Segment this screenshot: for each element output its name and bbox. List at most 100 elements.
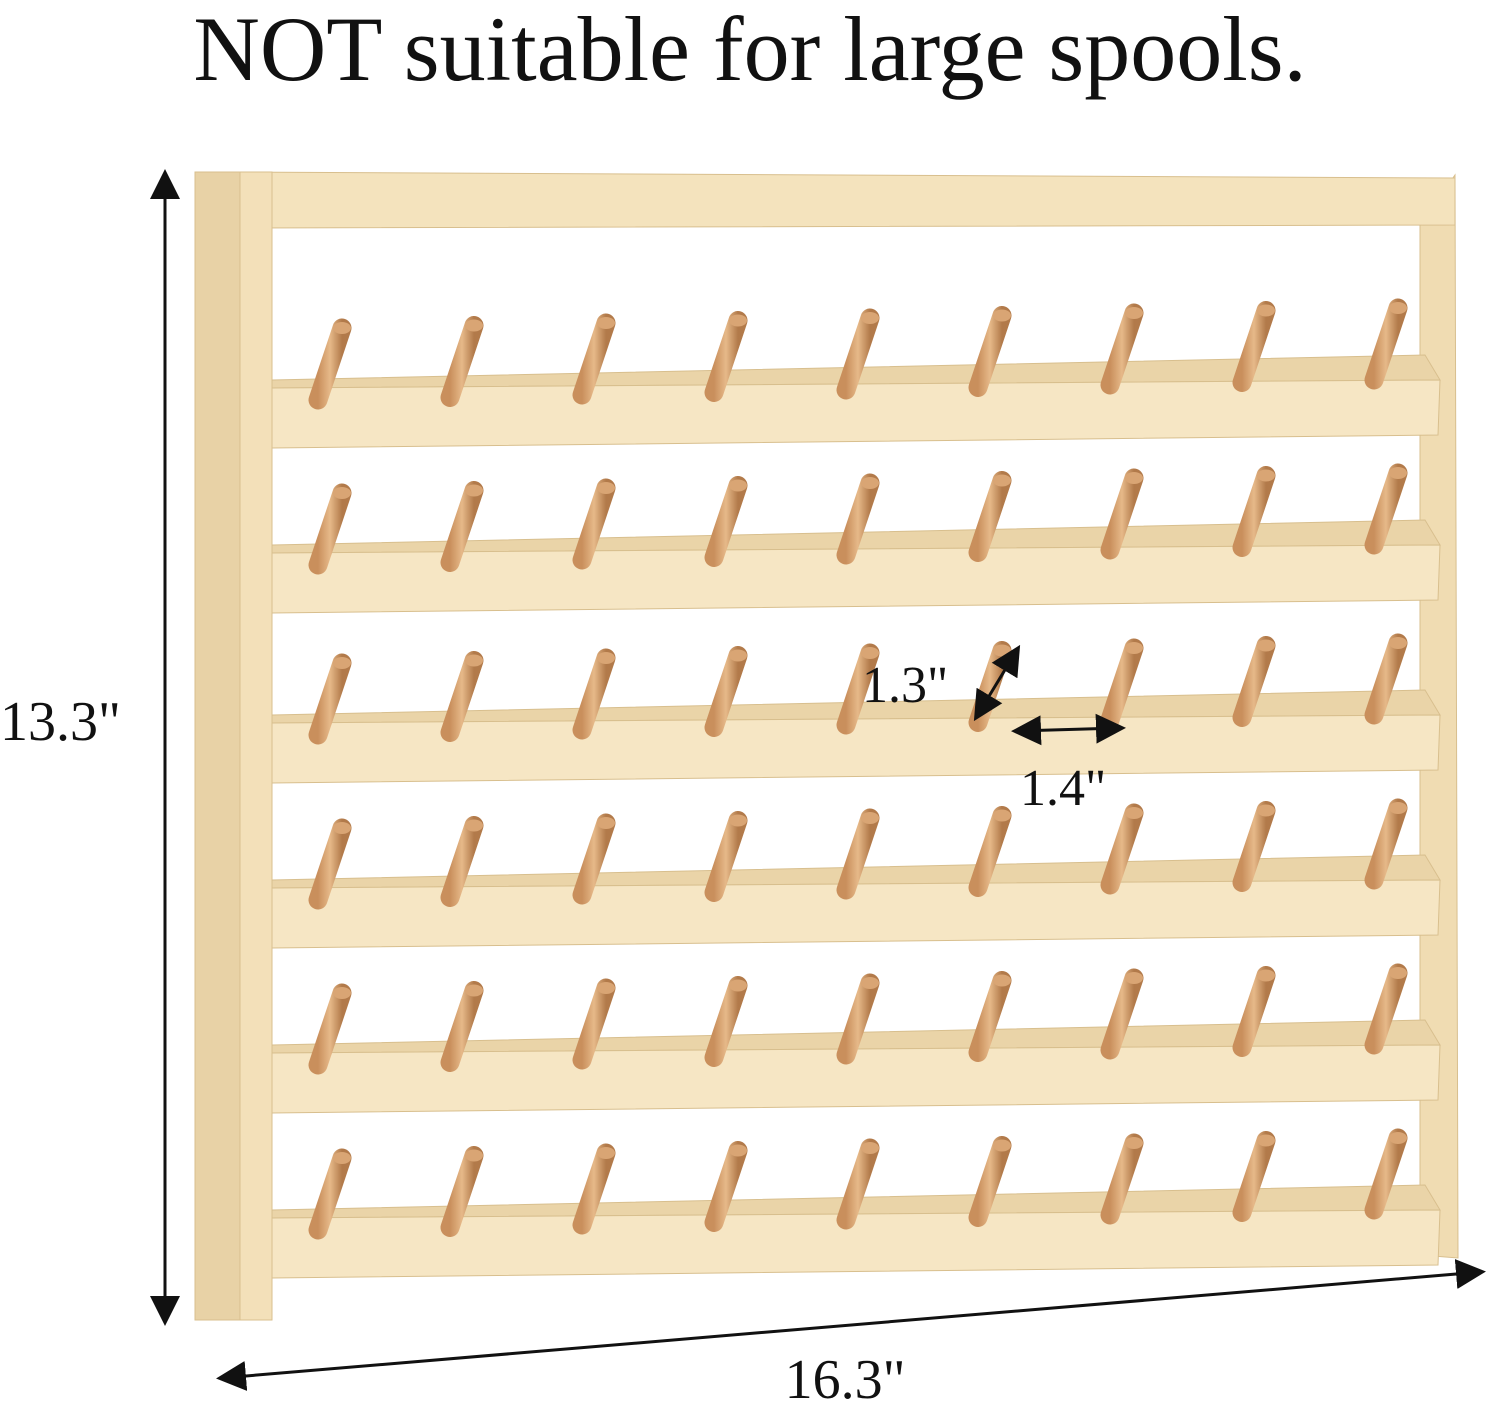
peg-end xyxy=(1125,307,1143,319)
peg xyxy=(704,646,748,737)
peg xyxy=(1232,1131,1276,1222)
peg-end xyxy=(597,652,615,664)
peg-end xyxy=(465,819,483,832)
peg xyxy=(308,653,352,745)
peg xyxy=(836,808,880,900)
peg-end xyxy=(333,1152,351,1164)
peg-end xyxy=(1257,969,1275,982)
peg-end xyxy=(993,644,1011,657)
peg xyxy=(1364,1128,1408,1220)
peg-end xyxy=(1125,642,1143,654)
peg-end xyxy=(597,817,615,829)
peg-end xyxy=(1257,469,1275,482)
peg-end xyxy=(465,484,483,497)
peg xyxy=(308,1148,352,1240)
peg-end xyxy=(597,482,615,494)
peg xyxy=(704,476,748,567)
peg xyxy=(968,306,1012,397)
peg-end xyxy=(861,977,879,989)
peg-end xyxy=(861,312,879,324)
peg-end xyxy=(333,657,351,669)
shelves xyxy=(271,298,1441,1279)
peg xyxy=(1100,803,1144,895)
peg-spacing-label: 1.4" xyxy=(1020,760,1106,817)
width-label: 16.3" xyxy=(785,1349,906,1405)
peg-end xyxy=(1125,972,1143,984)
peg xyxy=(308,483,352,575)
peg-end xyxy=(1125,807,1143,819)
peg-end xyxy=(729,314,747,327)
peg xyxy=(1232,801,1276,892)
peg xyxy=(440,816,484,907)
peg xyxy=(1232,636,1276,727)
peg xyxy=(572,813,616,905)
peg xyxy=(1232,301,1276,392)
peg xyxy=(572,478,616,570)
peg xyxy=(572,648,616,740)
peg xyxy=(836,308,880,400)
peg-end xyxy=(1125,472,1143,484)
peg-end xyxy=(465,319,483,332)
peg xyxy=(1364,463,1408,555)
peg-end xyxy=(333,487,351,499)
thread-rack xyxy=(194,171,1459,1321)
peg-end xyxy=(729,649,747,662)
peg-end xyxy=(729,479,747,492)
peg xyxy=(1232,966,1276,1057)
peg xyxy=(440,651,484,742)
peg xyxy=(968,471,1012,562)
peg xyxy=(1364,633,1408,725)
peg-length-label: 1.3" xyxy=(862,657,948,714)
peg-end xyxy=(333,987,351,999)
peg-end xyxy=(1389,802,1407,814)
peg-end xyxy=(597,1147,615,1159)
peg-spacing-arrow xyxy=(1011,713,1126,746)
peg-length-arrow xyxy=(973,644,1021,722)
peg-end xyxy=(1257,804,1275,817)
title: NOT suitable for large spools. xyxy=(193,0,1306,100)
peg xyxy=(1364,798,1408,890)
peg xyxy=(1100,638,1144,730)
peg-end xyxy=(333,322,351,334)
peg-end xyxy=(465,654,483,667)
peg-end xyxy=(465,1149,483,1162)
peg-end xyxy=(597,982,615,994)
peg xyxy=(308,318,352,410)
peg-end xyxy=(729,814,747,827)
peg-end xyxy=(1389,302,1407,314)
peg-end xyxy=(1257,639,1275,652)
peg-end xyxy=(993,309,1011,322)
peg xyxy=(968,1136,1012,1227)
peg xyxy=(836,1138,880,1230)
peg-end xyxy=(861,477,879,489)
peg-end xyxy=(993,474,1011,487)
peg-end xyxy=(1389,467,1407,479)
peg-end xyxy=(1257,1134,1275,1147)
peg xyxy=(1100,303,1144,395)
peg xyxy=(440,316,484,407)
peg-end xyxy=(597,317,615,329)
peg xyxy=(1100,468,1144,560)
top-bar xyxy=(239,171,1456,229)
peg-end xyxy=(993,809,1011,822)
peg xyxy=(572,1143,616,1235)
peg xyxy=(308,983,352,1075)
peg xyxy=(968,806,1012,897)
left-post-side xyxy=(194,171,241,1321)
left-post-front xyxy=(239,171,273,1321)
peg-end xyxy=(333,822,351,834)
width-arrow xyxy=(216,1259,1486,1391)
peg xyxy=(440,981,484,1072)
peg xyxy=(1100,968,1144,1060)
peg-end xyxy=(861,812,879,824)
peg xyxy=(836,973,880,1065)
peg xyxy=(440,1146,484,1237)
peg xyxy=(1364,963,1408,1055)
peg xyxy=(704,811,748,902)
peg-end xyxy=(993,974,1011,987)
peg xyxy=(1232,466,1276,557)
peg-end xyxy=(729,979,747,992)
peg-end xyxy=(1389,637,1407,649)
peg xyxy=(1364,298,1408,390)
